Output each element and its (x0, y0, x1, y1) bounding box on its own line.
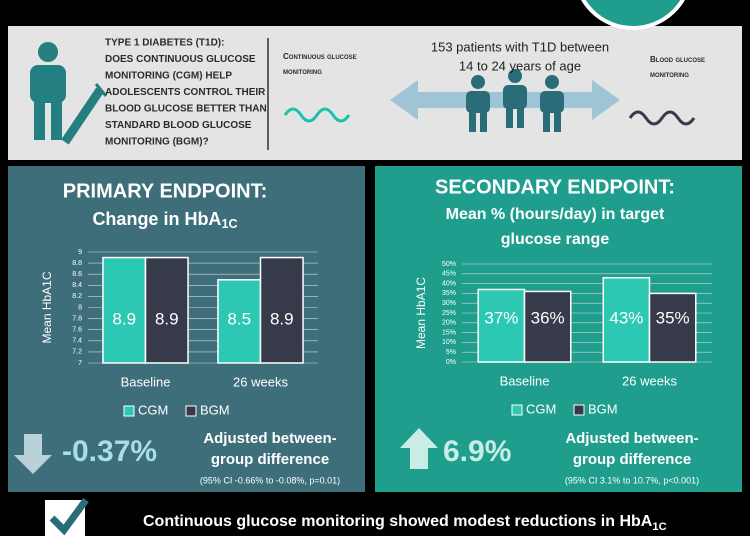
people-icon (466, 69, 564, 132)
up-arrow-body (410, 448, 428, 469)
y-tick-label: 40% (442, 280, 456, 287)
bar (477, 288, 526, 363)
question-line: BLOOD GLUCOSE BETTER THAN (105, 104, 267, 115)
bar-value-label: 36% (531, 308, 565, 327)
legend-label: CGM (526, 401, 556, 416)
bgm-label: Blood glucose (650, 55, 705, 64)
x-tick-label: Baseline (500, 373, 550, 388)
bgm-label: monitoring (650, 70, 689, 79)
y-axis-label: Mean HbA1C (40, 271, 54, 343)
bgm-wave (628, 110, 696, 126)
y-tick-label: 5% (446, 349, 456, 356)
bar (259, 256, 304, 364)
header-panel (8, 26, 742, 160)
patients-text: 14 to 24 years of age (459, 58, 581, 73)
y-tick-label: 50% (442, 261, 456, 268)
question-line: MONITORING (BGM)? (105, 137, 209, 148)
y-tick-label: 8.6 (72, 271, 82, 278)
chart-title: SECONDARY ENDPOINT: (435, 176, 675, 198)
legend-swatch (511, 404, 523, 416)
legend-label: CGM (138, 402, 168, 417)
y-tick-label: 8 (78, 304, 82, 311)
cgm-label: Continuous glucose (283, 52, 357, 61)
chart-subtitle: Change in HbA1C (92, 209, 237, 232)
logo-circle (581, 0, 685, 30)
cgm-wave (283, 107, 351, 123)
x-tick-label: Baseline (121, 374, 171, 389)
legend-swatch (185, 405, 197, 417)
result-value: -0.37% (62, 435, 157, 468)
result-ci: (95% CI -0.66% to -0.08%, p=0.01) (200, 475, 340, 485)
y-tick-label: 0% (446, 359, 456, 366)
y-tick-label: 7.6 (72, 327, 82, 334)
up-arrow-head (400, 428, 438, 448)
y-tick-label: 8.8 (72, 260, 82, 267)
legend-label: BGM (200, 402, 230, 417)
y-tick-label: 8.4 (72, 282, 82, 289)
legend-swatch (573, 404, 585, 416)
x-tick-label: 26 weeks (622, 373, 677, 388)
cgm-label: monitoring (283, 67, 322, 76)
result-value: 6.9% (443, 435, 511, 468)
y-tick-label: 10% (442, 339, 456, 346)
bar-value-label: 8.5 (227, 309, 251, 328)
bar (217, 279, 262, 364)
bar-value-label: 8.9 (155, 309, 179, 328)
result-ci: (95% CI 3.1% to 10.7%, p<0.001) (565, 475, 699, 485)
bar-value-label: 8.9 (270, 309, 294, 328)
bar-value-label: 35% (656, 308, 690, 327)
bar-value-label: 43% (609, 308, 643, 327)
result-label: Adjusted between- (203, 430, 336, 447)
result-label: Adjusted between- (565, 430, 698, 447)
chart-subtitle-sub: 1C (221, 217, 237, 231)
question-line: ADOLESCENTS CONTROL THEIR (105, 87, 266, 98)
footer-text-main: Continuous glucose monitoring showed mod… (143, 513, 653, 530)
y-tick-label: 45% (442, 271, 456, 278)
y-tick-label: 9 (78, 249, 82, 256)
y-tick-label: 15% (442, 329, 456, 336)
down-arrow (14, 434, 52, 474)
patients-text: 153 patients with T1D between (431, 39, 609, 54)
question-line: DOES CONTINUOUS GLUCOSE (105, 54, 256, 65)
result-label: group difference (573, 451, 691, 468)
y-tick-label: 35% (442, 290, 456, 297)
y-tick-label: 8.2 (72, 293, 82, 300)
y-tick-label: 7 (78, 360, 82, 367)
bar (144, 256, 189, 364)
bar (102, 256, 147, 364)
result-label: group difference (211, 451, 329, 468)
legend-label: BGM (588, 401, 618, 416)
chart-subtitle: glucose range (501, 231, 610, 248)
bar (523, 290, 572, 363)
chart-title: PRIMARY ENDPOINT: (63, 180, 267, 202)
legend-swatch (123, 405, 135, 417)
x-tick-label: 26 weeks (233, 374, 288, 389)
question-line: TYPE 1 DIABETES (T1D): (105, 38, 224, 49)
y-tick-label: 7.2 (72, 349, 82, 356)
bar-value-label: 8.9 (112, 309, 136, 328)
chart-subtitle: Mean % (hours/day) in target (446, 206, 665, 223)
y-tick-label: 7.4 (72, 338, 82, 345)
question-line: MONITORING (CGM) HELP (105, 71, 232, 82)
y-axis-label: Mean HbA1C (414, 277, 428, 349)
y-tick-label: 7.8 (72, 315, 82, 322)
footer-text-sub: 1C (652, 521, 666, 533)
chart-subtitle-main: Change in HbA (92, 209, 221, 229)
y-tick-label: 20% (442, 320, 456, 327)
footer-text: Continuous glucose monitoring showed mod… (143, 513, 667, 533)
patient-icon (30, 42, 108, 145)
question-line: STANDARD BLOOD GLUCOSE (105, 120, 252, 131)
y-tick-label: 25% (442, 310, 456, 317)
check-icon (45, 497, 89, 536)
y-tick-label: 30% (442, 300, 456, 307)
bar (648, 292, 697, 363)
bar-value-label: 37% (484, 308, 518, 327)
